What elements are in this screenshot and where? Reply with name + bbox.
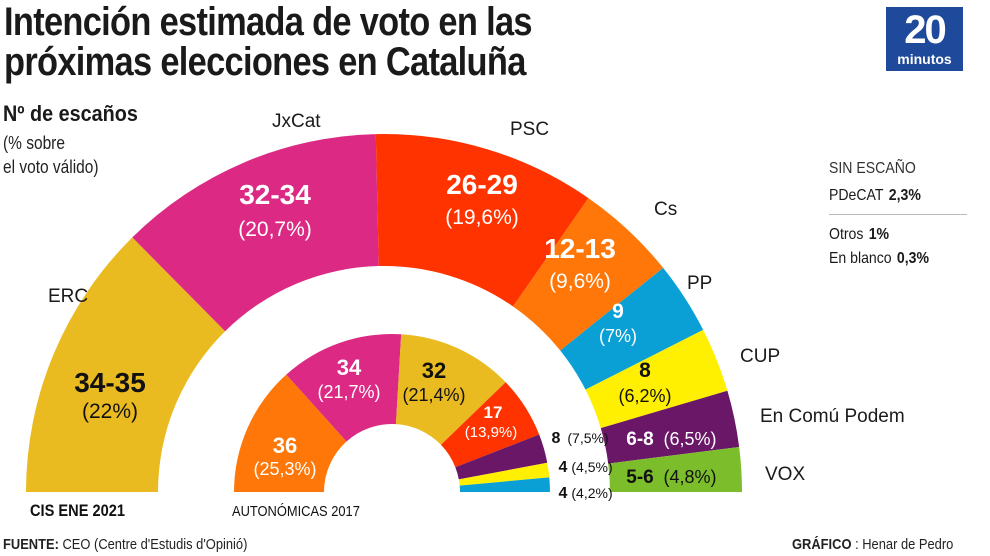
seat-label: 32-34 (239, 179, 311, 210)
slice-en-com-podem (600, 390, 740, 464)
pct-label: (22%) (82, 400, 138, 423)
pct-label: (4,2%) (571, 485, 612, 501)
chart-title: Intención estimada de voto en las próxim… (4, 0, 533, 84)
pct-label: (6,5%) (663, 429, 716, 449)
seat-label: 36 (273, 433, 297, 458)
title-line-2: próximas elecciones en Cataluña (4, 40, 526, 84)
logo-20minutos: 20 minutos (886, 7, 963, 71)
no-seat-row: En blanco 0,3% (829, 247, 952, 271)
row-value: 2,3% (888, 187, 921, 204)
seat-label: 5-6 (626, 467, 653, 488)
seat-label: 26-29 (446, 169, 518, 200)
seat-label: 4 (559, 459, 568, 476)
party-name-label: JxCat (272, 111, 321, 132)
pct-label: (19,6%) (445, 206, 519, 229)
pct-label: (4,8%) (663, 467, 716, 487)
seat-label: 9 (612, 300, 624, 323)
chart-caption: AUTONÓMICAS 2017 (232, 502, 360, 519)
title-line-1: Intención estimada de voto en las (4, 0, 533, 44)
slice-pp (459, 477, 550, 492)
no-seat-header: SIN ESCAÑO (829, 160, 916, 177)
pct-label: (7,5%) (567, 430, 608, 446)
source-text: CEO (Centre d'Estudis d'Opinió) (62, 536, 248, 553)
logo-word: minutos (897, 51, 952, 67)
source-label: FUENTE: (3, 536, 59, 553)
party-name-label: PSC (510, 119, 549, 140)
slice-cs (513, 198, 664, 351)
chart-caption: CIS ENE 2021 (30, 502, 125, 520)
slice-psc (440, 382, 540, 468)
pct-label: (9,6%) (549, 270, 611, 293)
row-value: 1% (868, 226, 890, 243)
no-seat-row: Otros 1% (829, 223, 952, 247)
row-label: PDeCAT (829, 187, 884, 204)
seat-label: 17 (484, 403, 503, 422)
row-label: Otros (829, 226, 864, 243)
slice-jxcat (132, 134, 379, 332)
slice-pp (560, 267, 704, 390)
row-value: 0,3% (896, 250, 930, 267)
pct-label: (6,2%) (618, 386, 671, 406)
no-seat-box: SIN ESCAÑO PDeCAT 2,3% Otros 1% En blanco 0… (829, 160, 969, 271)
slice-jxcat (286, 333, 402, 442)
pct-label: (13,9%) (465, 424, 518, 441)
pct-label: (20,7%) (238, 218, 312, 241)
legend-note-line-1: (% sobre (3, 133, 65, 153)
seat-label: 8 (639, 359, 651, 382)
no-seat-row: PDeCAT 2,3% (829, 184, 952, 208)
pct-label: (4,5%) (571, 459, 612, 475)
legend-note: (% sobre el voto válido) (3, 131, 99, 179)
party-name-label: VOX (765, 464, 805, 485)
pct-label: (21,7%) (317, 382, 380, 402)
seat-label: 8 (552, 430, 561, 447)
legend-subtitle: Nº de escaños (3, 101, 138, 126)
party-name-label: PP (687, 273, 712, 294)
slice-cup (585, 329, 728, 429)
credit-text: : Henar de Pedro (855, 536, 954, 553)
legend-note-line-2: el voto válido) (3, 157, 99, 177)
seat-label: 6-8 (626, 429, 653, 450)
party-name-label: En Comú Podem (760, 406, 905, 427)
pct-label: (7%) (599, 326, 637, 346)
slice-cup (458, 462, 550, 486)
seat-label: 34-35 (74, 367, 146, 398)
source-note: FUENTE: CEO (Centre d'Estudis d'Opinió) (3, 536, 247, 553)
slice-en-com-podem (455, 434, 548, 480)
slice-vox (608, 446, 742, 492)
seat-label: 4 (559, 485, 568, 502)
seat-label: 12-13 (544, 233, 616, 264)
divider (829, 214, 967, 215)
slice-cs (234, 374, 347, 492)
party-name-label: ERC (48, 286, 88, 307)
credit-label: GRÁFICO (792, 536, 852, 553)
party-name-label: CUP (740, 346, 780, 367)
credit-note: GRÁFICO : Henar de Pedro (792, 536, 953, 553)
seat-label: 32 (422, 358, 446, 383)
slice-erc (395, 334, 506, 445)
row-label: En blanco (829, 250, 892, 267)
party-name-label: Cs (654, 199, 677, 220)
slice-erc (26, 237, 226, 492)
slice-psc (375, 134, 589, 307)
logo-number: 20 (904, 8, 947, 52)
seat-label: 34 (337, 355, 362, 380)
pct-label: (25,3%) (253, 459, 316, 479)
pct-label: (21,4%) (402, 385, 465, 405)
